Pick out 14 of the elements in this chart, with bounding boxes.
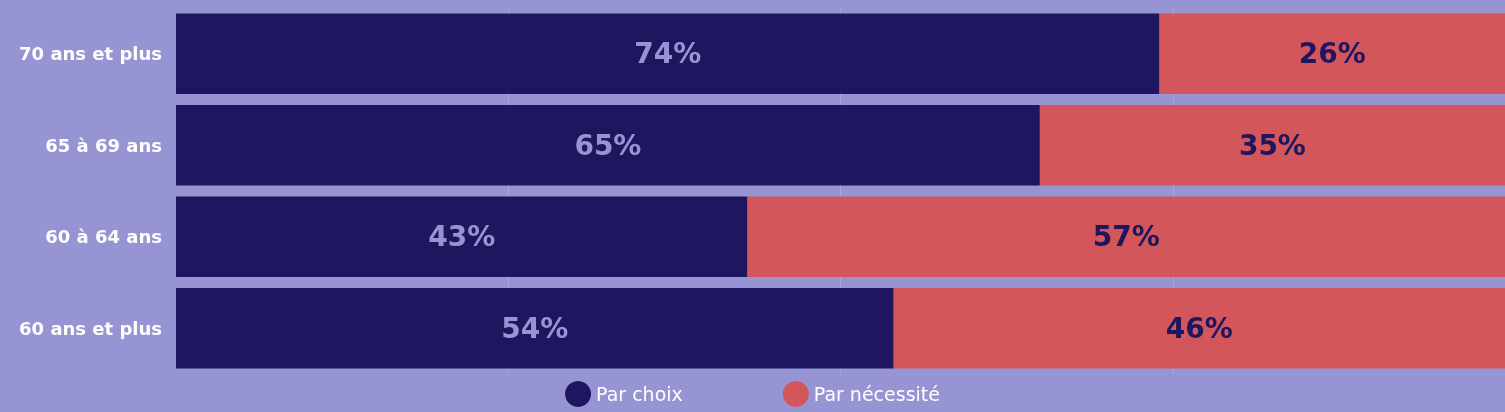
- y-tick-label: 65 à 69 ans: [45, 134, 162, 156]
- data-label: 35%: [1238, 128, 1306, 162]
- data-label: 43%: [428, 220, 496, 254]
- y-tick-label: 60 à 64 ans: [45, 226, 162, 248]
- data-label: 74%: [634, 37, 702, 71]
- data-label: 26%: [1298, 37, 1366, 71]
- data-label: 54%: [501, 311, 569, 345]
- legend-label: Par choix: [596, 383, 683, 405]
- y-tick-label: 60 ans et plus: [19, 317, 162, 339]
- data-label: 65%: [574, 128, 642, 162]
- legend-label: Par nécessité: [813, 383, 940, 405]
- y-tick-label: 70 ans et plus: [19, 43, 162, 65]
- data-label: 46%: [1165, 311, 1233, 345]
- data-label: 57%: [1092, 220, 1160, 254]
